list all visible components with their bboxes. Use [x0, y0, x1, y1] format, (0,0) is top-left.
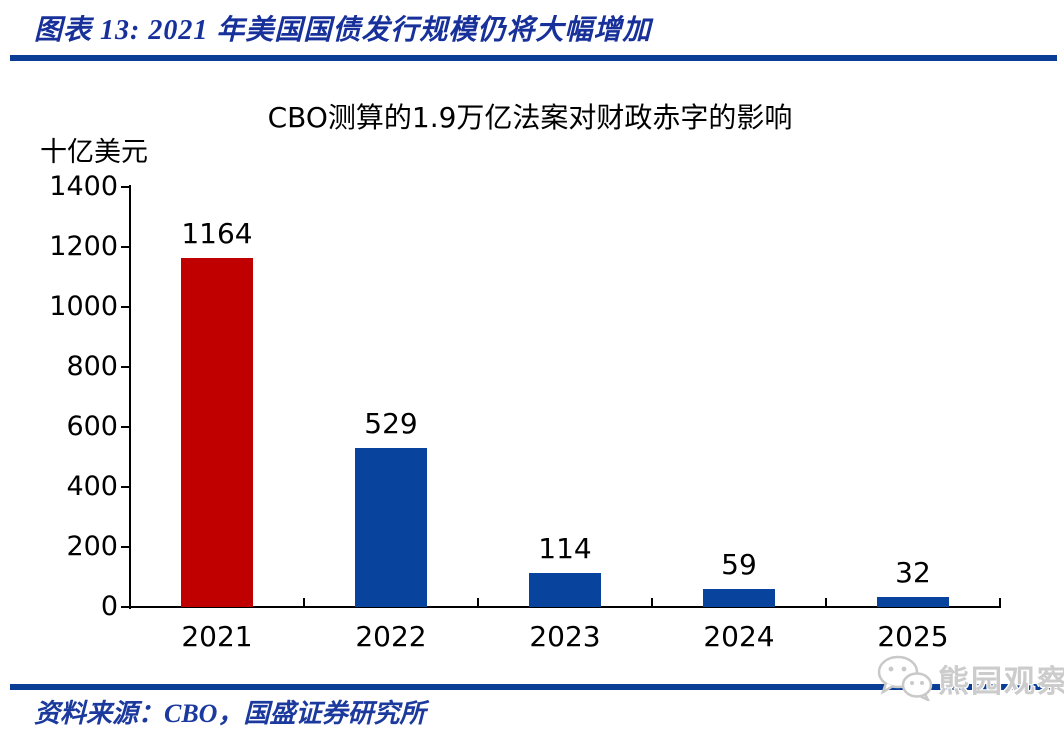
y-tick-mark [121, 306, 129, 308]
watermark: 熊园观察 [876, 655, 1064, 701]
wechat-icon [877, 655, 933, 701]
top-divider [10, 55, 1057, 61]
y-tick-label: 200 [66, 531, 118, 562]
y-tick-label: 1000 [49, 291, 118, 322]
bottom-divider [10, 684, 1057, 690]
y-tick-mark [121, 606, 129, 608]
y-tick-label: 1200 [49, 231, 118, 262]
bar-2024 [703, 589, 775, 607]
value-label: 529 [364, 407, 418, 441]
y-tick-mark [121, 426, 129, 428]
x-tick-mark [477, 598, 479, 606]
value-label: 59 [721, 548, 757, 582]
x-tick-mark [999, 598, 1001, 606]
y-tick-label: 0 [100, 591, 118, 622]
y-axis-unit-label: 十亿美元 [40, 137, 148, 168]
source-note: 资料来源：CBO，国盛证券研究所 [34, 699, 426, 728]
y-tick-label: 1400 [49, 171, 118, 202]
value-label: 1164 [181, 216, 253, 250]
y-axis-line [129, 185, 131, 609]
figure-caption: 图表 13: 2021 年美国国债发行规模仍将大幅增加 [34, 15, 652, 46]
bar-2023 [529, 572, 601, 607]
x-tick-label: 2023 [529, 620, 601, 653]
x-tick-mark [825, 598, 827, 606]
y-tick-mark [121, 546, 129, 548]
x-tick-label: 2024 [703, 620, 775, 653]
y-tick-mark [121, 186, 129, 188]
x-axis-line [129, 606, 1001, 608]
x-tick-mark [303, 598, 305, 606]
watermark-label: 熊园观察 [938, 663, 1064, 700]
y-tick-label: 600 [66, 411, 118, 442]
y-tick-label: 800 [66, 351, 118, 382]
y-tick-mark [121, 246, 129, 248]
y-tick-label: 400 [66, 471, 118, 502]
chart-title: CBO测算的1.9万亿法案对财政赤字的影响 [267, 101, 793, 134]
x-tick-mark [651, 598, 653, 606]
bar-2025 [877, 597, 949, 607]
y-tick-mark [121, 486, 129, 488]
value-label: 32 [895, 556, 931, 590]
x-tick-label: 2025 [877, 620, 949, 653]
bar-2021 [181, 257, 253, 607]
y-tick-mark [121, 366, 129, 368]
x-tick-label: 2022 [355, 620, 427, 653]
bar-2022 [355, 448, 427, 607]
x-tick-label: 2021 [181, 620, 253, 653]
value-label: 114 [538, 531, 592, 565]
